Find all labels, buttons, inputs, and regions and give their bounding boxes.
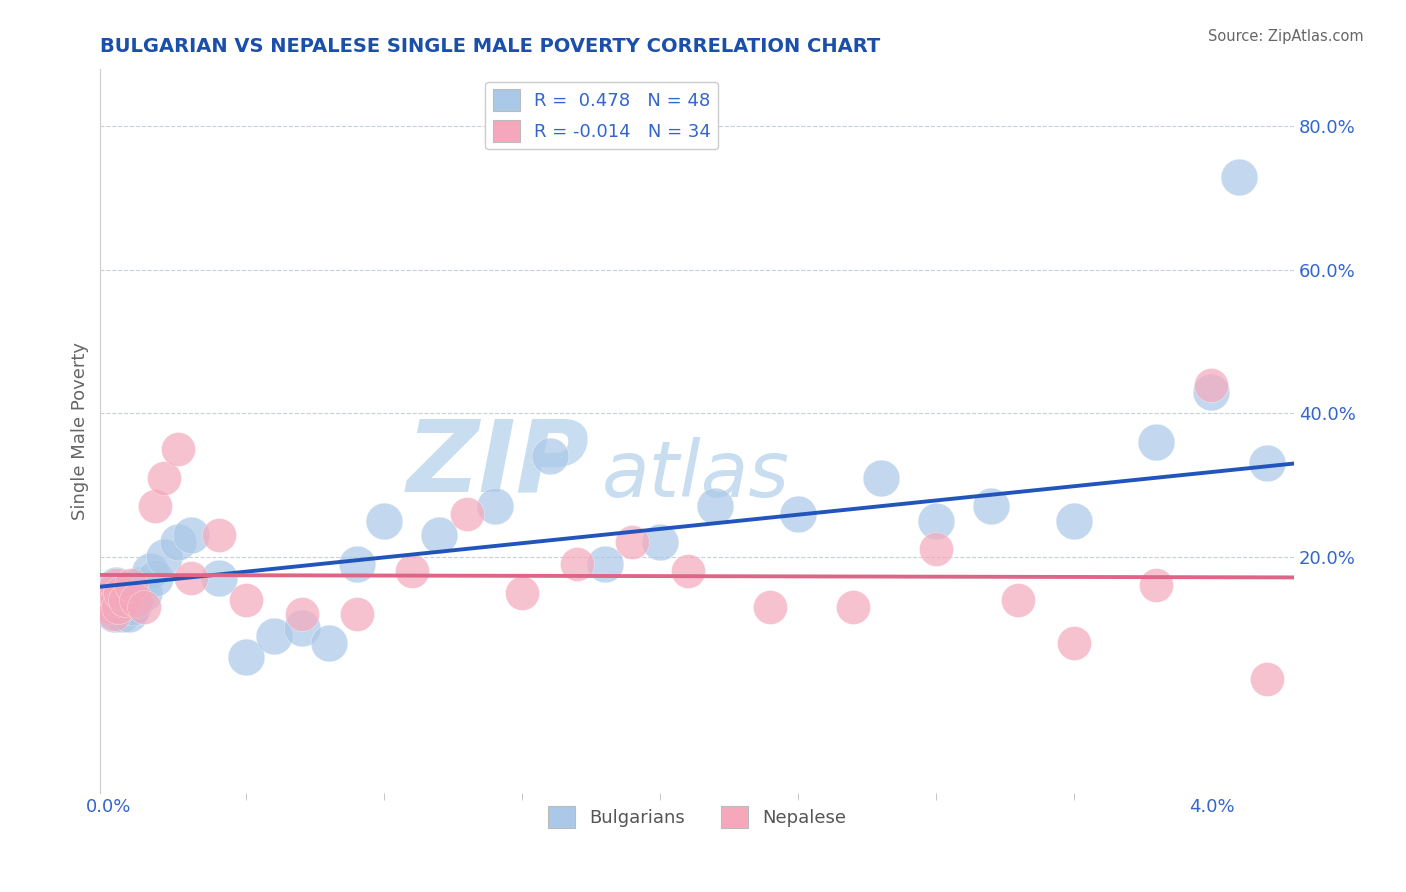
- Point: [105, 592, 128, 607]
- Point: [235, 650, 257, 665]
- Point: [101, 585, 124, 599]
- Point: [593, 557, 616, 571]
- Point: [98, 592, 121, 607]
- Point: [925, 514, 948, 528]
- Point: [373, 514, 395, 528]
- Point: [648, 535, 671, 549]
- Point: [152, 471, 174, 485]
- Point: [401, 564, 423, 578]
- Point: [676, 564, 699, 578]
- Point: [139, 564, 162, 578]
- Point: [346, 557, 368, 571]
- Point: [108, 585, 131, 599]
- Point: [208, 571, 231, 585]
- Legend: Bulgarians, Nepalese: Bulgarians, Nepalese: [540, 798, 853, 835]
- Point: [510, 585, 533, 599]
- Point: [235, 592, 257, 607]
- Point: [291, 621, 314, 635]
- Point: [112, 599, 135, 614]
- Point: [100, 599, 122, 614]
- Point: [925, 542, 948, 557]
- Text: Source: ZipAtlas.com: Source: ZipAtlas.com: [1208, 29, 1364, 44]
- Point: [103, 607, 125, 621]
- Point: [121, 585, 143, 599]
- Point: [103, 607, 125, 621]
- Point: [1144, 434, 1167, 449]
- Point: [115, 585, 138, 599]
- Point: [318, 636, 340, 650]
- Point: [180, 571, 202, 585]
- Point: [114, 592, 136, 607]
- Point: [120, 578, 142, 592]
- Point: [125, 592, 148, 607]
- Point: [1007, 592, 1029, 607]
- Point: [1201, 384, 1223, 399]
- Point: [980, 500, 1002, 514]
- Point: [111, 607, 134, 621]
- Y-axis label: Single Male Poverty: Single Male Poverty: [72, 343, 89, 520]
- Point: [128, 578, 150, 592]
- Point: [842, 599, 865, 614]
- Point: [104, 578, 127, 592]
- Point: [134, 585, 156, 599]
- Point: [98, 592, 121, 607]
- Point: [166, 535, 188, 549]
- Point: [484, 500, 506, 514]
- Point: [538, 450, 561, 464]
- Point: [621, 535, 644, 549]
- Point: [869, 471, 891, 485]
- Point: [208, 528, 231, 542]
- Point: [100, 599, 122, 614]
- Point: [114, 592, 136, 607]
- Point: [759, 599, 782, 614]
- Point: [1144, 578, 1167, 592]
- Point: [567, 557, 589, 571]
- Point: [1063, 636, 1085, 650]
- Point: [291, 607, 314, 621]
- Point: [108, 585, 131, 599]
- Point: [120, 592, 142, 607]
- Point: [101, 585, 124, 599]
- Point: [166, 442, 188, 456]
- Point: [134, 599, 156, 614]
- Point: [118, 607, 141, 621]
- Point: [429, 528, 451, 542]
- Point: [117, 599, 139, 614]
- Point: [180, 528, 202, 542]
- Point: [1256, 457, 1278, 471]
- Point: [786, 507, 808, 521]
- Point: [263, 629, 285, 643]
- Point: [122, 599, 145, 614]
- Point: [456, 507, 478, 521]
- Text: BULGARIAN VS NEPALESE SINGLE MALE POVERTY CORRELATION CHART: BULGARIAN VS NEPALESE SINGLE MALE POVERT…: [100, 37, 880, 56]
- Text: ZIP: ZIP: [406, 416, 589, 512]
- Point: [107, 599, 129, 614]
- Point: [105, 592, 128, 607]
- Point: [110, 592, 132, 607]
- Point: [1227, 169, 1250, 184]
- Point: [104, 578, 127, 592]
- Point: [346, 607, 368, 621]
- Point: [145, 571, 167, 585]
- Point: [125, 592, 148, 607]
- Point: [1201, 377, 1223, 392]
- Point: [1256, 672, 1278, 686]
- Point: [145, 500, 167, 514]
- Text: atlas: atlas: [602, 436, 790, 513]
- Point: [152, 549, 174, 564]
- Point: [107, 599, 129, 614]
- Point: [1063, 514, 1085, 528]
- Point: [704, 500, 727, 514]
